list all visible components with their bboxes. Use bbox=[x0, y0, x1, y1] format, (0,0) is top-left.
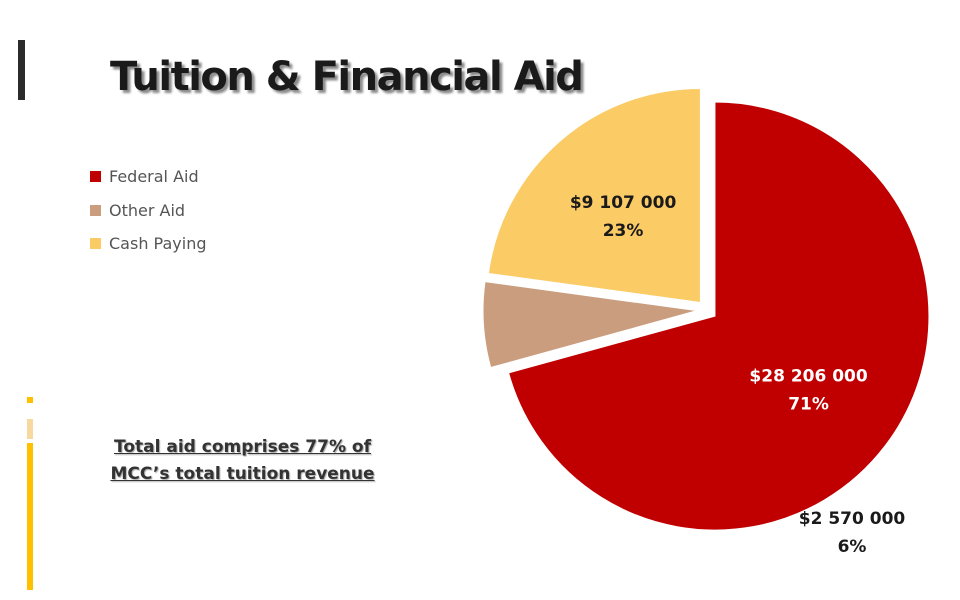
accent-bar-yellow-long bbox=[27, 443, 33, 590]
pie-slice-federal-aid bbox=[508, 101, 930, 531]
legend-label-cash-paying: Cash Paying bbox=[109, 234, 207, 254]
accent-bar-dark-top bbox=[18, 40, 25, 100]
legend-swatch-federal-aid bbox=[90, 171, 101, 183]
legend-swatch-cash-paying bbox=[90, 238, 101, 250]
data-label-federal-aid: $28 206 000 71% bbox=[749, 366, 867, 414]
legend-item-federal-aid: Federal Aid bbox=[90, 160, 206, 194]
data-label-value-other-aid: $2 570 000 bbox=[799, 509, 906, 529]
legend-label-federal-aid: Federal Aid bbox=[109, 167, 199, 187]
data-label-percent-other-aid: 6% bbox=[838, 537, 867, 557]
data-label-cash-paying: $9 107 000 23% bbox=[570, 193, 677, 241]
data-label-percent-federal-aid: 71% bbox=[788, 394, 829, 414]
aid-summary-line-2: MCC’s total tuition revenue bbox=[110, 464, 375, 484]
aid-summary-line-1: Total aid comprises 77% of bbox=[114, 437, 371, 457]
pie-slice-other-aid bbox=[482, 281, 698, 369]
legend-swatch-other-aid bbox=[90, 204, 101, 216]
chart-legend: Federal Aid Other Aid Cash Paying bbox=[90, 160, 206, 261]
data-label-value-cash-paying: $9 107 000 bbox=[570, 193, 677, 213]
pie-slice-cash-paying bbox=[487, 87, 701, 304]
data-label-value-federal-aid: $28 206 000 bbox=[749, 366, 867, 386]
legend-label-other-aid: Other Aid bbox=[109, 200, 186, 220]
legend-item-cash-paying: Cash Paying bbox=[90, 227, 206, 261]
accent-bar-light bbox=[27, 419, 33, 439]
legend-item-other-aid: Other Aid bbox=[90, 194, 206, 228]
accent-bar-yellow-marker bbox=[27, 397, 33, 403]
data-label-other-aid: $2 570 000 6% bbox=[799, 509, 906, 557]
page-title: Tuition & Financial Aid bbox=[110, 54, 584, 100]
aid-summary-note: Total aid comprises 77% of MCC’s total t… bbox=[95, 434, 390, 488]
data-label-percent-cash-paying: 23% bbox=[603, 221, 644, 241]
